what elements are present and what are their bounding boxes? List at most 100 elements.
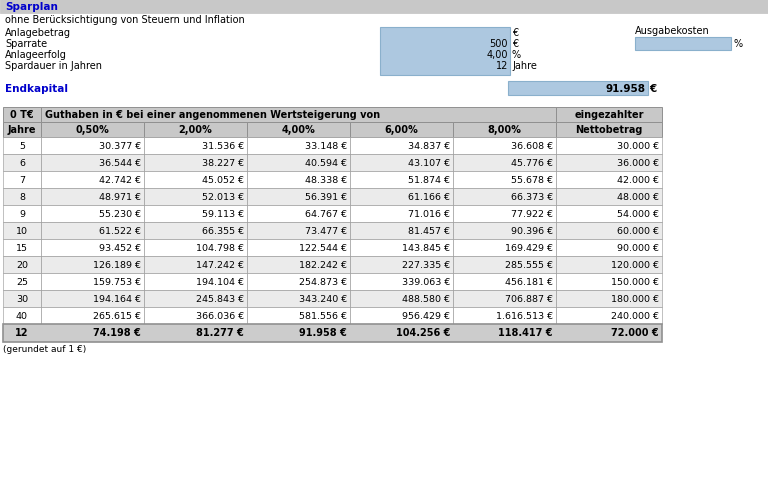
Bar <box>41 240 144 256</box>
Text: 9: 9 <box>19 210 25 218</box>
Bar <box>556 240 662 256</box>
Bar <box>144 189 247 205</box>
Bar <box>508 82 648 96</box>
Text: 60.000 €: 60.000 € <box>617 227 659 236</box>
Text: 90.000 €: 90.000 € <box>617 243 659 252</box>
Bar <box>556 138 662 155</box>
Text: 72.000 €: 72.000 € <box>611 328 659 338</box>
Bar <box>3 274 41 290</box>
Text: (gerundet auf 1 €): (gerundet auf 1 €) <box>3 345 86 354</box>
Text: 182.242 €: 182.242 € <box>299 261 347 269</box>
Bar <box>144 138 247 155</box>
Text: 126.189 €: 126.189 € <box>93 261 141 269</box>
Text: 194.104 €: 194.104 € <box>196 277 244 287</box>
Text: 8: 8 <box>19 192 25 202</box>
Bar <box>350 256 453 274</box>
Text: 339.063 €: 339.063 € <box>402 277 450 287</box>
Text: Guthaben in € bei einer angenommenen Wertsteigerung von: Guthaben in € bei einer angenommenen Wer… <box>45 110 380 120</box>
Text: 54.000 €: 54.000 € <box>617 210 659 218</box>
Bar <box>144 290 247 307</box>
Bar <box>247 307 350 324</box>
Bar <box>453 205 556 223</box>
Bar <box>3 205 41 223</box>
Text: 36.608 €: 36.608 € <box>511 142 553 151</box>
Bar <box>556 256 662 274</box>
Bar <box>41 108 556 123</box>
Bar <box>144 274 247 290</box>
Text: 71.016 €: 71.016 € <box>408 210 450 218</box>
Bar <box>247 123 350 138</box>
Bar <box>41 205 144 223</box>
Bar <box>453 274 556 290</box>
Bar <box>41 307 144 324</box>
Bar <box>453 123 556 138</box>
Text: 42.000 €: 42.000 € <box>617 176 659 185</box>
Bar <box>41 223 144 240</box>
Bar <box>556 108 662 138</box>
Text: 81.277 €: 81.277 € <box>197 328 244 338</box>
Text: 91.958: 91.958 <box>606 84 646 94</box>
Text: Spardauer in Jahren: Spardauer in Jahren <box>5 61 102 71</box>
Text: 104.256 €: 104.256 € <box>396 328 450 338</box>
Text: 30: 30 <box>16 294 28 303</box>
Text: 366.036 €: 366.036 € <box>196 312 244 320</box>
Text: 40.594 €: 40.594 € <box>305 159 347 168</box>
Bar <box>144 172 247 189</box>
Bar <box>247 290 350 307</box>
Text: 12: 12 <box>495 61 508 71</box>
Text: 159.753 €: 159.753 € <box>93 277 141 287</box>
Bar <box>247 256 350 274</box>
Bar <box>453 240 556 256</box>
Text: 66.355 €: 66.355 € <box>202 227 244 236</box>
Bar <box>247 138 350 155</box>
Text: 91.958 €: 91.958 € <box>300 328 347 338</box>
Text: 74.198 €: 74.198 € <box>93 328 141 338</box>
Text: 15: 15 <box>16 243 28 252</box>
Bar <box>41 189 144 205</box>
Text: 227.335 €: 227.335 € <box>402 261 450 269</box>
Text: 36.000 €: 36.000 € <box>617 159 659 168</box>
Text: 956.429 €: 956.429 € <box>402 312 450 320</box>
Bar <box>41 172 144 189</box>
Text: Sparplan: Sparplan <box>5 2 58 12</box>
Bar <box>350 189 453 205</box>
Text: 33.148 €: 33.148 € <box>305 142 347 151</box>
Bar <box>556 123 662 138</box>
Text: 93.452 €: 93.452 € <box>99 243 141 252</box>
Text: 42.742 €: 42.742 € <box>99 176 141 185</box>
Bar <box>635 38 731 51</box>
Text: 285.555 €: 285.555 € <box>505 261 553 269</box>
Text: 245.843 €: 245.843 € <box>196 294 244 303</box>
Bar <box>41 123 144 138</box>
Bar <box>247 155 350 172</box>
Text: 4,00: 4,00 <box>486 50 508 60</box>
Text: 6: 6 <box>19 159 25 168</box>
Bar <box>350 274 453 290</box>
Bar <box>556 290 662 307</box>
Text: %: % <box>733 39 742 49</box>
Text: 706.887 €: 706.887 € <box>505 294 553 303</box>
Bar <box>453 256 556 274</box>
Text: 48.338 €: 48.338 € <box>305 176 347 185</box>
Text: 45.776 €: 45.776 € <box>511 159 553 168</box>
Text: Nettobetrag: Nettobetrag <box>575 125 643 135</box>
Bar <box>3 172 41 189</box>
Text: 265.615 €: 265.615 € <box>93 312 141 320</box>
Text: 120.000 €: 120.000 € <box>611 261 659 269</box>
Text: 20: 20 <box>16 261 28 269</box>
Bar <box>3 138 41 155</box>
Text: 40: 40 <box>16 312 28 320</box>
Bar <box>144 240 247 256</box>
Bar <box>0 0 768 14</box>
Bar <box>556 307 662 324</box>
Bar <box>453 172 556 189</box>
Bar <box>350 123 453 138</box>
Bar <box>556 189 662 205</box>
Bar <box>3 189 41 205</box>
Text: 0,50%: 0,50% <box>75 125 109 135</box>
Bar <box>41 290 144 307</box>
Bar <box>3 290 41 307</box>
Text: 143.845 €: 143.845 € <box>402 243 450 252</box>
Text: 147.242 €: 147.242 € <box>196 261 244 269</box>
Text: €: € <box>512 28 518 38</box>
